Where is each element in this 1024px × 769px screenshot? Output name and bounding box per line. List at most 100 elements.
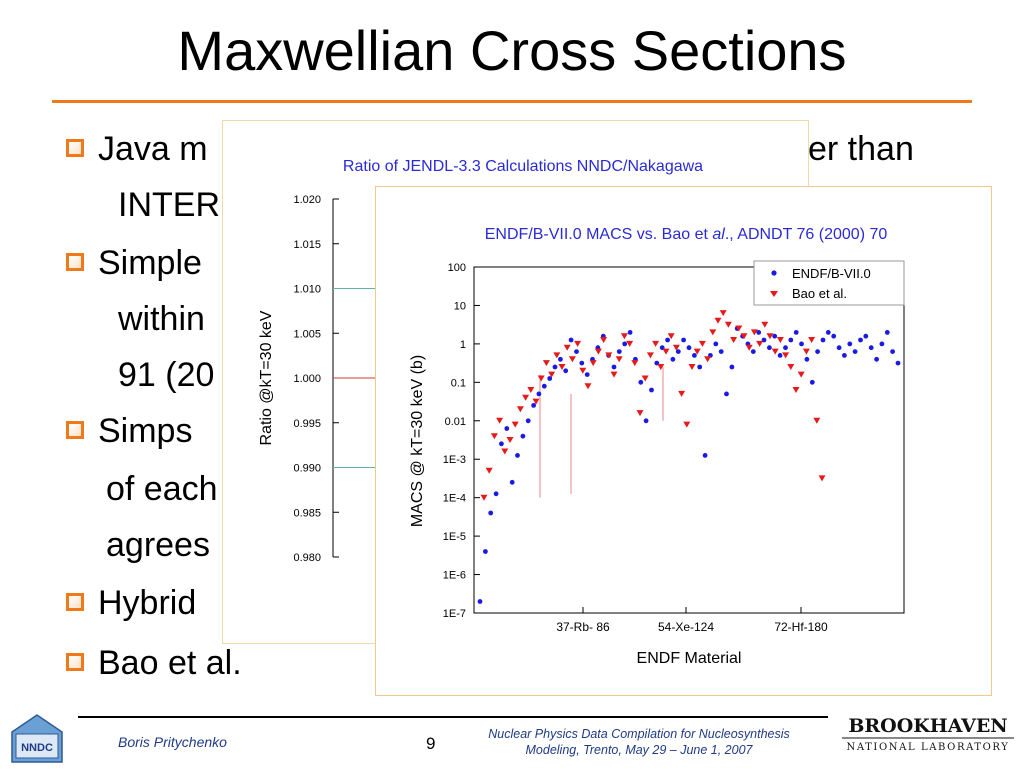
bao-data-point [667,333,675,340]
endf-data-point [874,356,879,362]
ratio-chart-title: Ratio of JENDL-3.3 Calculations NNDC/Nak… [343,158,703,175]
bao-data-point [610,371,618,378]
ratio-y-tick-label: 0.985 [293,507,321,519]
bao-data-point [776,337,784,343]
endf-data-point [895,360,901,366]
endf-data-point [515,453,520,458]
bao-data-point [548,371,556,378]
brookhaven-logo-graphic: BROOKHAVEN NATIONAL LABORATORY [842,715,1014,753]
macs-x-tick-label: 54-Xe-124 [658,620,714,634]
bao-data-point [532,398,540,405]
endf-data-point [788,337,794,343]
bullet-1-line2: INTER [118,186,220,224]
bullet-box-icon [66,139,84,157]
bao-data-point [792,387,800,393]
macs-title-part1: ENDF/B-VII.0 MACS vs. Bao et [485,226,713,243]
bao-data-point [620,333,628,340]
bao-data-point [808,337,816,343]
legend-bao-label: Bao et al. [792,286,847,301]
bao-data-point [719,310,727,317]
bao-data-point [579,367,587,374]
endf-data-point [670,356,676,362]
endf-data-point [616,349,622,354]
bao-data-point [678,390,686,397]
legend-endf-label: ENDF/B-VII.0 [792,266,871,281]
bao-data-point [771,348,779,355]
bao-data-point [787,364,795,370]
macs-x-label: ENDF Material [637,650,742,667]
endf-data-point [638,379,644,385]
bao-data-point [501,448,509,455]
bullet-box-icon [66,421,84,439]
bao-data-point [662,348,670,355]
macs-y-tick-label: 1E-3 [443,454,466,466]
bullet-2: Simple [66,244,202,283]
endf-data-point [724,391,729,397]
bullet-2-line2: within [118,300,205,338]
endf-data-point [820,337,826,343]
endf-data-point [686,345,692,351]
bullet-box-icon [66,653,84,671]
bullet-2-text: Simple [98,244,202,282]
bao-data-point [761,321,769,328]
bao-data-point [485,467,493,474]
bao-data-point [626,340,634,347]
bao-data-point [782,352,790,359]
endf-data-point [483,549,488,554]
endf-data-point [558,356,563,362]
page-number: 9 [426,734,436,753]
macs-y-tick-label: 100 [448,262,466,274]
bao-data-point [813,417,821,424]
endf-data-point [750,349,756,354]
bullet-4: Hybrid [66,584,196,623]
bao-data-point [818,475,826,482]
endf-data-point [611,364,617,370]
bao-data-point [698,340,706,347]
nndc-logo-graphic: NNDC [11,714,63,763]
bao-data-point [657,364,665,370]
bullet-3: Simps [66,412,192,451]
bao-data-point [490,433,498,440]
bao-data-point [802,348,810,355]
nndc-logo: NNDC [6,712,68,764]
bullet-1: Java m [66,130,208,169]
endf-data-point [493,491,499,497]
macs-y-tick-label: 0.01 [445,416,466,428]
endf-data-point [815,349,820,354]
bao-data-point [750,329,758,336]
bao-data-point [693,348,701,355]
macs-x-tick-label: 72-Hf-180 [774,620,828,634]
bao-data-point [672,344,680,351]
bullet-3-line3: agrees [106,526,210,564]
bao-data-point [652,340,660,347]
endf-data-point [697,364,703,370]
bao-data-point [709,329,717,336]
bao-data-point [558,364,566,370]
bullet-2-line3: 91 (20 [118,356,215,394]
macs-y-label: MACS @ kT=30 keV (b) [409,355,426,527]
bao-data-point [511,421,519,428]
conference-line-2: Modeling, Trento, May 29 – June 1, 2007 [525,743,753,757]
endf-data-point [552,364,558,370]
endf-data-point [852,349,858,354]
endf-data-point [488,510,494,516]
macs-y-tick-label: 10 [454,300,466,312]
ratio-y-tick-label: 0.995 [293,418,321,430]
ratio-y-tick-label: 1.015 [293,239,321,251]
bao-data-point [704,356,712,363]
bao-data-point [537,375,545,382]
endf-data-point [541,383,547,389]
endf-data-point [831,333,837,339]
endf-data-point [531,403,536,408]
macs-y-tick-label: 1E-7 [443,608,466,620]
endf-data-point [665,337,670,343]
bao-data-point [553,352,561,359]
bao-data-point [730,337,738,343]
bao-data-point [745,344,753,351]
endf-data-point [868,345,874,351]
bao-data-point [714,317,722,324]
brookhaven-logo-bottom: NATIONAL LABORATORY [847,742,1010,753]
macs-y-tick-label: 1E-4 [443,493,466,505]
endf-data-point [584,372,590,377]
bullet-3-line2: of each [106,470,218,508]
